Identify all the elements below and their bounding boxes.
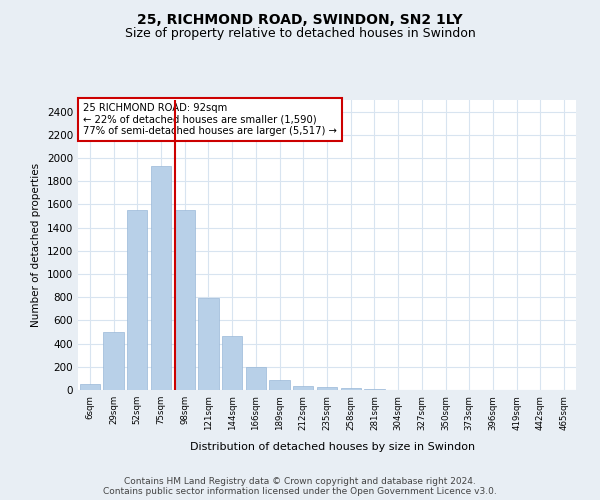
Bar xyxy=(80,384,100,390)
Bar xyxy=(151,166,171,390)
Bar xyxy=(269,380,290,390)
Text: Size of property relative to detached houses in Swindon: Size of property relative to detached ho… xyxy=(125,28,475,40)
Text: Contains HM Land Registry data © Crown copyright and database right 2024.: Contains HM Land Registry data © Crown c… xyxy=(124,478,476,486)
Bar xyxy=(127,210,148,390)
Bar xyxy=(293,386,313,390)
Bar xyxy=(341,388,361,390)
Text: 25, RICHMOND ROAD, SWINDON, SN2 1LY: 25, RICHMOND ROAD, SWINDON, SN2 1LY xyxy=(137,12,463,26)
Text: Distribution of detached houses by size in Swindon: Distribution of detached houses by size … xyxy=(190,442,476,452)
Text: Contains public sector information licensed under the Open Government Licence v3: Contains public sector information licen… xyxy=(103,488,497,496)
Bar xyxy=(199,298,218,390)
Bar xyxy=(317,387,337,390)
Text: 25 RICHMOND ROAD: 92sqm
← 22% of detached houses are smaller (1,590)
77% of semi: 25 RICHMOND ROAD: 92sqm ← 22% of detache… xyxy=(83,103,337,136)
Bar xyxy=(246,368,266,390)
Bar xyxy=(103,332,124,390)
Bar xyxy=(175,210,195,390)
Y-axis label: Number of detached properties: Number of detached properties xyxy=(31,163,41,327)
Bar xyxy=(222,336,242,390)
